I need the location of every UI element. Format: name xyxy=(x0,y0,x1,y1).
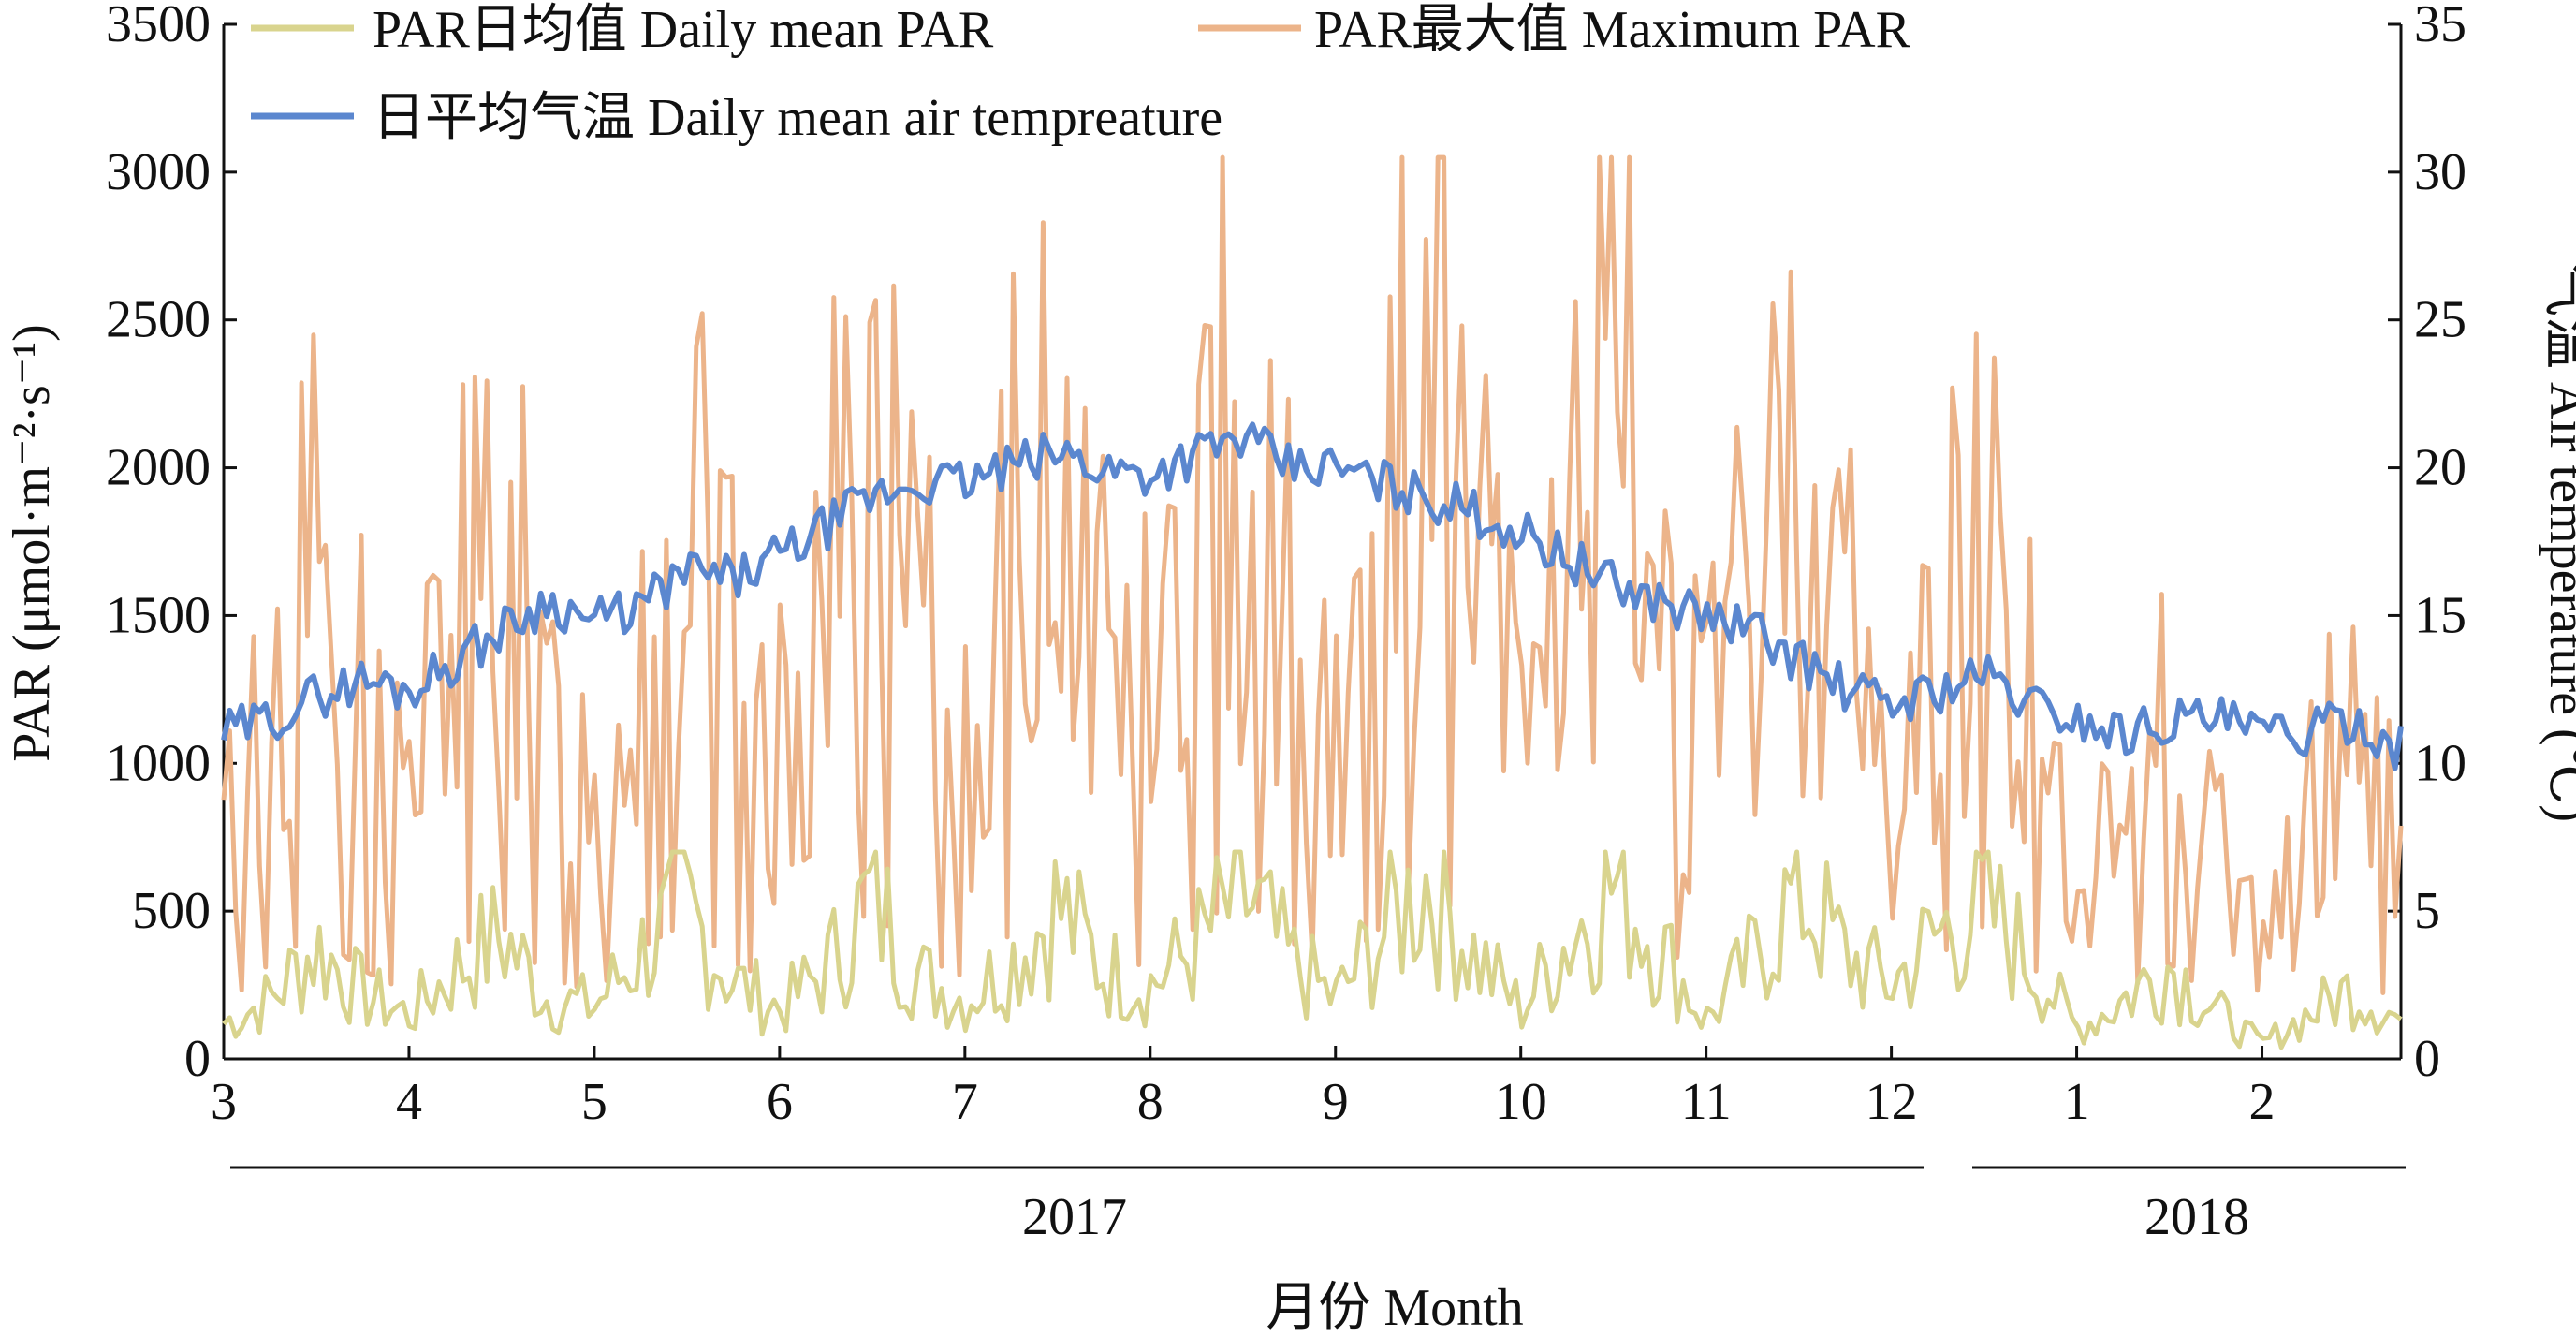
month-tick-label: 3 xyxy=(211,1073,237,1131)
year-label-2017: 2017 xyxy=(1022,1188,1127,1246)
month-tick-label: 1 xyxy=(2064,1073,2090,1131)
right-tick-label: 25 xyxy=(2414,291,2466,349)
left-tick-label: 2500 xyxy=(106,291,211,349)
left-tick-label: 1500 xyxy=(106,586,211,644)
month-axis-ticks: 3 4 5 6 7 8 9 10 11 12 1 2 xyxy=(211,1046,2276,1131)
left-tick-label: 1000 xyxy=(106,734,211,792)
right-tick-label: 10 xyxy=(2414,734,2466,792)
left-axis-ticks: 0 500 1000 1500 2000 2500 3000 3500 xyxy=(106,0,237,1088)
y-axis-right-title: 气温 Air temperature (℃) xyxy=(2539,264,2576,822)
left-tick-label: 2000 xyxy=(106,439,211,497)
month-tick-label: 12 xyxy=(1866,1073,1918,1131)
left-tick-label: 3000 xyxy=(106,143,211,201)
right-tick-label: 15 xyxy=(2414,586,2466,644)
right-axis-ticks: 0 5 10 15 20 25 30 35 xyxy=(2388,0,2466,1088)
x-axis-title: 月份 Month xyxy=(1266,1279,1523,1337)
right-tick-label: 20 xyxy=(2414,439,2466,497)
series-daily-mean-par-line xyxy=(222,849,2403,1050)
month-tick-label: 5 xyxy=(581,1073,607,1131)
right-tick-label: 5 xyxy=(2414,882,2440,940)
y-axis-left-title: PAR (μmol·m⁻²·s⁻¹) xyxy=(3,324,61,762)
month-tick-label: 8 xyxy=(1137,1073,1164,1131)
legend: PAR日均值 Daily mean PAR PAR最大值 Maximum PAR… xyxy=(251,1,1911,147)
month-tick-label: 4 xyxy=(396,1073,422,1131)
month-tick-label: 10 xyxy=(1495,1073,1547,1131)
month-tick-label: 2 xyxy=(2249,1073,2276,1131)
year-label-2018: 2018 xyxy=(2144,1188,2249,1246)
series-layer xyxy=(221,154,2404,1050)
month-tick-label: 7 xyxy=(952,1073,978,1131)
legend-label-max-par: PAR最大值 Maximum PAR xyxy=(1314,1,1911,59)
month-tick-label: 6 xyxy=(767,1073,793,1131)
month-tick-label: 9 xyxy=(1323,1073,1349,1131)
month-tick-label: 11 xyxy=(1681,1073,1732,1131)
left-tick-label: 500 xyxy=(132,882,211,940)
series-air-temp-line xyxy=(221,421,2404,771)
left-tick-label: 0 xyxy=(184,1030,211,1088)
right-tick-label: 30 xyxy=(2414,143,2466,201)
left-tick-label: 3500 xyxy=(106,0,211,53)
legend-label-air-temp: 日平均气温 Daily mean air tempreature xyxy=(373,89,1222,147)
series-max-par-line xyxy=(221,154,2404,995)
right-tick-label: 35 xyxy=(2414,0,2466,53)
legend-label-daily-mean-par: PAR日均值 Daily mean PAR xyxy=(373,1,994,59)
right-tick-label: 0 xyxy=(2414,1030,2440,1088)
